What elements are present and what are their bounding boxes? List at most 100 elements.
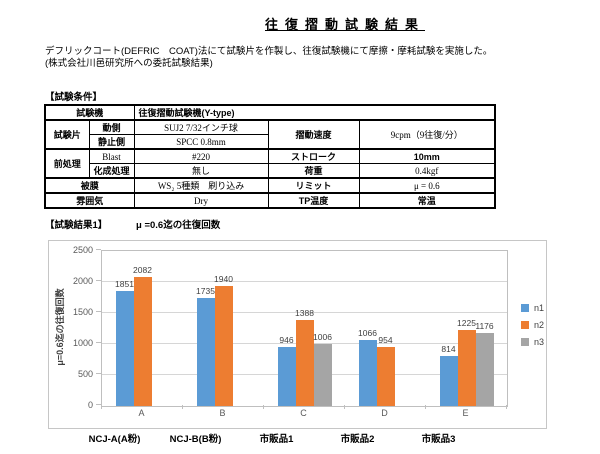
x-tick-mark [101,405,102,409]
y-tick-mark [96,249,101,250]
x-axis-labels: A B C D E [101,408,506,418]
table-cell: 摺動速度 [267,119,360,150]
bar-n2-C [295,319,314,406]
table-cell: ストローク [267,148,360,164]
category-sublabel: 市販品1 [259,434,294,445]
table-cell: μ = 0.6 [358,177,496,194]
bar-n1-A [115,291,134,406]
table-cell: 静止側 [88,134,135,150]
x-tick-label: B [219,408,226,418]
results-subtitle: μ =0.6迄の往復回数 [136,220,221,231]
bar-value-label: 2082 [133,264,152,275]
y-tick-label: 1000 [72,338,93,348]
page-title: 往復摺動試験結果 [264,17,425,32]
legend-item-n2: n2 [521,320,545,330]
y-tick-mark [96,280,101,281]
category-sublabel: 市販品3 [421,434,456,445]
table-cell: リミット [267,177,360,194]
category-sublabels: NCJ-A(A粉) NCJ-B(B粉) 市販品1 市販品2 市販品3 [74,431,479,445]
bar-n3-C [313,343,332,406]
x-tick-label: E [462,408,469,418]
bar-value-label: 954 [378,334,393,345]
bar-n1-C [277,347,296,406]
bar-value-label: 814 [441,343,456,354]
table-row: 静止側 SPCC 0.8mm [45,134,495,150]
bar-value-label: 1851 [115,279,134,290]
legend-label: n1 [534,303,545,313]
intro-paragraph: デフリックコート(DEFRIC COAT)法にて試験片を作製し、往復試験機にて摩… [45,46,565,70]
bar-n1-E [439,355,458,406]
y-tick-mark [96,373,101,374]
y-tick-label: 2500 [72,245,93,255]
table-row: 雰囲気 Dry TP温度 常温 [44,192,496,209]
y-axis-labels: 0 500 1000 1500 2000 2500 [49,245,93,410]
table-cell: TP温度 [267,192,360,209]
gridline [102,312,507,313]
table-cell: 被膜 [44,177,135,194]
gridline [102,281,507,282]
bar-n3-E [475,333,494,406]
bar-n2-E [457,330,476,406]
y-tick-label: 500 [77,369,93,379]
bar-n2-B [214,285,233,406]
table-row: 前処理 Blast #220 ストローク 10mm [44,148,496,179]
table-cell: 雰囲気 [44,192,135,209]
y-tick-label: 1500 [72,307,93,317]
bar-value-label: 1066 [358,327,377,338]
intro-line-1: デフリックコート(DEFRIC COAT)法にて試験片を作製し、往復試験機にて摩… [45,46,493,57]
bar-n2-A [133,276,152,406]
x-tick-label: C [300,408,307,418]
legend-label: n2 [534,320,545,330]
conditions-table-body: 試験機 往復摺動試験機(Y-type) 試験片 動側 SUJ2 7/32インチ球 摺動速度… [44,104,496,209]
bar-value-label: 1225 [457,318,476,329]
table-cell: WS₂ 5種類 刷り込み [133,177,269,194]
table-cell: 無し [133,163,269,179]
table-cell: SUJ2 7/32インチ球 [133,119,269,135]
x-tick-mark [344,405,345,409]
y-tick-mark [96,404,101,405]
table-cell: 化成処理 [88,163,135,179]
x-tick-mark [425,405,426,409]
bar-value-label: 1388 [295,307,314,318]
table-cell: #220 [133,148,269,164]
table-row: 試験機 往復摺動試験機(Y-type) [44,104,496,121]
x-tick-label: D [381,408,388,418]
bar-value-label: 946 [279,335,294,346]
y-axis-tick-marks [96,249,101,405]
table-cell: 0.4kgf [358,163,496,179]
table-cell: 動側 [88,119,135,135]
bar-n2-D [376,346,395,406]
x-tick-mark [506,405,507,409]
x-axis-tick-marks [101,405,507,409]
category-sublabel: NCJ-B(B粉) [169,434,222,445]
table-cell: 前処理 [44,148,90,179]
table-cell: SPCC 0.8mm [133,134,269,150]
table-cell: Dry [133,192,269,209]
bar-value-label: 1176 [475,321,494,332]
results-chart: μ=0.6迄の往復回数 0 500 1000 1500 2000 2500 1851 173… [48,240,547,429]
conditions-heading: 【試験条件】 [45,92,103,103]
x-tick-mark [182,405,183,409]
legend-swatch-n2 [521,321,529,329]
category-sublabel: NCJ-A(A粉) [88,434,141,445]
legend-swatch-n3 [521,338,529,346]
bar-value-label: 1735 [196,286,215,297]
table-cell: 往復摺動試験機(Y-type) [133,104,496,121]
legend-item-n3: n3 [521,337,545,347]
chart-legend: n1 n2 n3 [521,303,545,354]
legend-label: n3 [534,337,545,347]
table-row: 試験片 動側 SUJ2 7/32インチ球 摺動速度 9cpm（9往復/分） [44,119,496,150]
results-heading: 【試験結果1】 [45,220,108,231]
table-cell: 試験機 [44,104,135,121]
table-cell: 10mm [358,148,496,164]
intro-line-2: (株式会社川邑研究所への委託試験結果) [45,58,213,69]
x-tick-label: A [138,408,145,418]
bar-value-label: 1940 [214,273,233,284]
bar-value-label: 1006 [313,331,332,342]
plot-area: 1851 1735 946 1066 814 2082 1940 1388 954 1225 100… [101,250,508,407]
category-sublabel: 市販品2 [340,434,375,445]
table-cell: 荷重 [267,163,360,179]
table-cell: Blast [88,148,135,164]
y-tick-mark [96,311,101,312]
table-cell: 常温 [358,192,496,209]
